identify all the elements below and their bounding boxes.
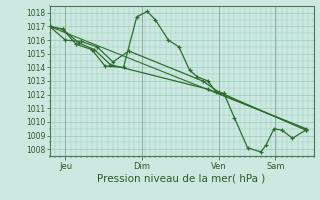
X-axis label: Pression niveau de la mer( hPa ): Pression niveau de la mer( hPa ) xyxy=(98,173,266,183)
